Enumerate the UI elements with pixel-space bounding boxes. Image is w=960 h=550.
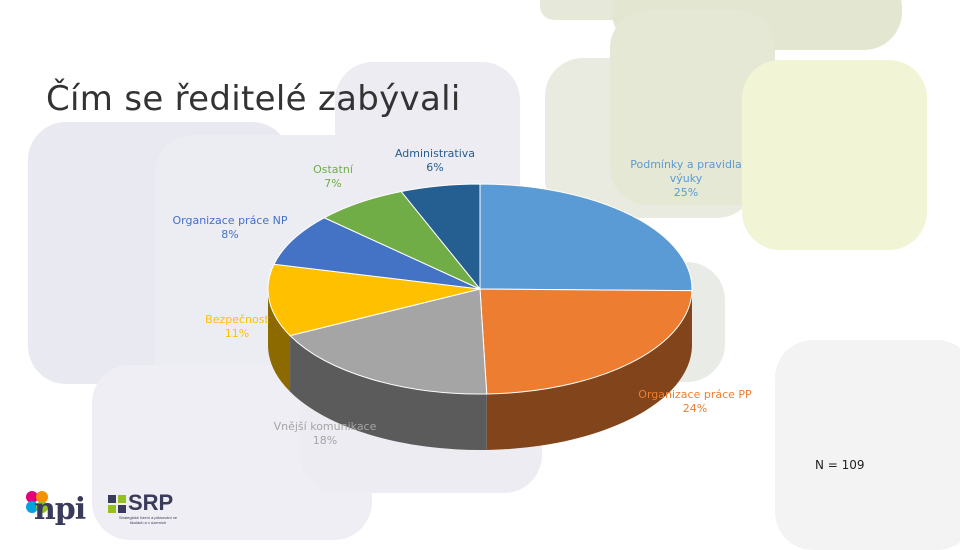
srp-logo-text: SRP	[128, 490, 173, 516]
srp-logo: SRP Strategické řízení a plánování ve šk…	[108, 493, 198, 533]
sample-size-note: N = 109	[815, 458, 865, 472]
npi-logo-text: npi	[34, 492, 85, 527]
srp-squares-icon	[108, 495, 126, 513]
npi-logo: npi	[24, 490, 84, 530]
pie-tops	[268, 184, 692, 394]
srp-logo-subtitle: Strategické řízení a plánování ve školác…	[112, 515, 184, 525]
pie-slice-0	[480, 184, 692, 291]
